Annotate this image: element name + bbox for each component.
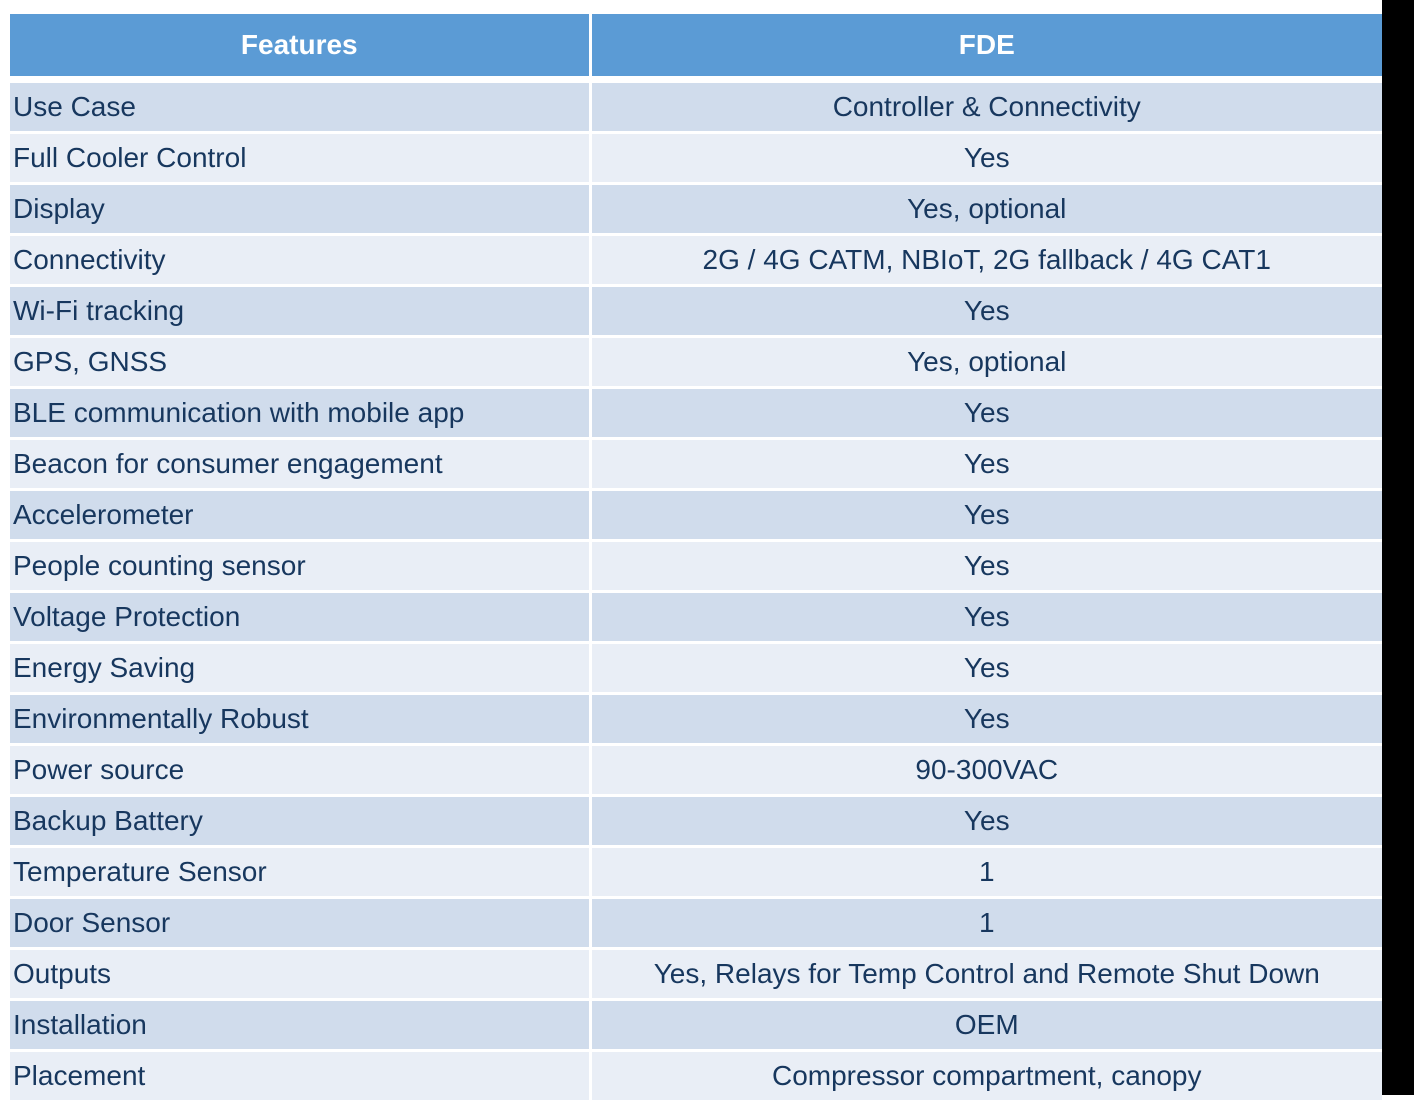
right-edge-strip [1382, 0, 1414, 1095]
table-row: Environmentally Robust Yes [10, 693, 1382, 746]
table-row: People counting sensor Yes [10, 540, 1382, 593]
feature-name-cell: Installation [10, 999, 592, 1052]
fde-value-cell: Yes [590, 132, 1382, 185]
table-row: BLE communication with mobile app Yes [10, 387, 1382, 440]
fde-value-cell: Yes [590, 642, 1382, 695]
table-row: Energy Saving Yes [10, 642, 1382, 695]
header-fde: FDE [590, 14, 1382, 83]
fde-value-cell: Controller & Connectivity [590, 79, 1382, 134]
feature-name-cell: Temperature Sensor [10, 846, 592, 899]
feature-name-cell: GPS, GNSS [10, 336, 592, 389]
fde-value-cell: Yes [590, 591, 1382, 644]
table-row: Power source 90-300VAC [10, 744, 1382, 797]
table-row: Wi-Fi tracking Yes [10, 285, 1382, 338]
fde-value-cell: Yes [590, 540, 1382, 593]
header-row: Features FDE [10, 14, 1382, 83]
fde-value-cell: Yes, optional [590, 183, 1382, 236]
table-row: GPS, GNSS Yes, optional [10, 336, 1382, 389]
feature-name-cell: Energy Saving [10, 642, 592, 695]
table-body: Use Case Controller & Connectivity Full Co… [10, 79, 1382, 1103]
feature-name-cell: Environmentally Robust [10, 693, 592, 746]
fde-value-cell: Yes [590, 795, 1382, 848]
fde-value-cell: OEM [590, 999, 1382, 1052]
feature-name-cell: Wi-Fi tracking [10, 285, 592, 338]
table-row: Full Cooler Control Yes [10, 132, 1382, 185]
fde-value-cell: Yes [590, 438, 1382, 491]
feature-name-cell: People counting sensor [10, 540, 592, 593]
header-features: Features [10, 14, 592, 83]
feature-name-cell: Beacon for consumer engagement [10, 438, 592, 491]
table-row: Backup Battery Yes [10, 795, 1382, 848]
feature-name-cell: Outputs [10, 948, 592, 1001]
feature-name-cell: Full Cooler Control [10, 132, 592, 185]
table-row: Placement Compressor compartment, canopy [10, 1050, 1382, 1103]
table-row: Door Sensor 1 [10, 897, 1382, 950]
feature-name-cell: BLE communication with mobile app [10, 387, 592, 440]
feature-name-cell: Backup Battery [10, 795, 592, 848]
feature-name-cell: Placement [10, 1050, 592, 1103]
feature-name-cell: Display [10, 183, 592, 236]
table-row: Use Case Controller & Connectivity [10, 79, 1382, 134]
fde-value-cell: Compressor compartment, canopy [590, 1050, 1382, 1103]
fde-value-cell: Yes [590, 489, 1382, 542]
table-header: Features FDE [10, 14, 1382, 83]
feature-name-cell: Use Case [10, 79, 592, 134]
fde-value-cell: Yes, Relays for Temp Control and Remote … [590, 948, 1382, 1001]
fde-value-cell: Yes [590, 693, 1382, 746]
fde-value-cell: Yes [590, 387, 1382, 440]
table-row: Accelerometer Yes [10, 489, 1382, 542]
table-row: Installation OEM [10, 999, 1382, 1052]
features-comparison-table: Features FDE Use Case Controller & Connec… [10, 14, 1382, 1103]
fde-value-cell: 2G / 4G CATM, NBIoT, 2G fallback / 4G CA… [590, 234, 1382, 287]
fde-value-cell: 90-300VAC [590, 744, 1382, 797]
table-row: Display Yes, optional [10, 183, 1382, 236]
fde-value-cell: Yes [590, 285, 1382, 338]
fde-value-cell: Yes, optional [590, 336, 1382, 389]
feature-name-cell: Power source [10, 744, 592, 797]
table-row: Beacon for consumer engagement Yes [10, 438, 1382, 491]
feature-name-cell: Accelerometer [10, 489, 592, 542]
table-row: Temperature Sensor 1 [10, 846, 1382, 899]
feature-name-cell: Door Sensor [10, 897, 592, 950]
fde-value-cell: 1 [590, 897, 1382, 950]
table-row: Outputs Yes, Relays for Temp Control and … [10, 948, 1382, 1001]
fde-value-cell: 1 [590, 846, 1382, 899]
feature-name-cell: Voltage Protection [10, 591, 592, 644]
feature-name-cell: Connectivity [10, 234, 592, 287]
table-row: Voltage Protection Yes [10, 591, 1382, 644]
table-row: Connectivity 2G / 4G CATM, NBIoT, 2G fall… [10, 234, 1382, 287]
